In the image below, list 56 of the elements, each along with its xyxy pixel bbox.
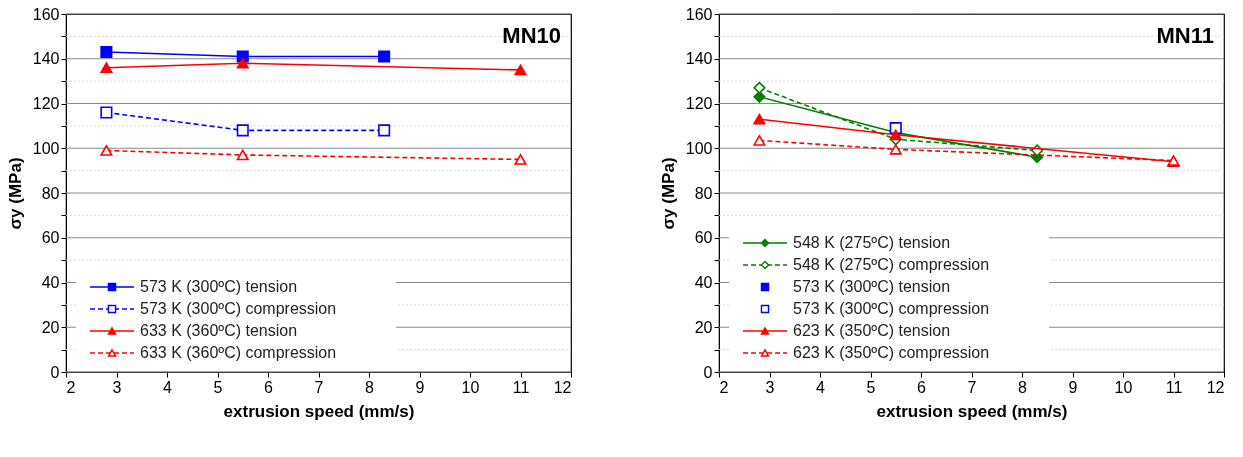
x-tick-label: 8 <box>365 378 375 396</box>
y-tick-label: 120 <box>685 95 713 112</box>
x-tick-label: 6 <box>264 378 274 396</box>
x-tick-label: 11 <box>1165 378 1183 396</box>
x-tick-label: 10 <box>1114 378 1133 396</box>
legend-label: 623 K (350ºC) compression <box>793 344 990 361</box>
y-axis-title: σy (MPa) <box>658 157 678 230</box>
legend-label: 623 K (350ºC) tension <box>793 322 951 339</box>
legend-label: 573 K (300ºC) tension <box>793 278 951 295</box>
y-tick-label: 80 <box>41 184 60 202</box>
x-tick-label: 4 <box>163 378 173 396</box>
legend-label: 573 K (300ºC) compression <box>140 300 337 317</box>
x-tick-label: 7 <box>967 378 977 396</box>
x-tick-label: 7 <box>314 378 324 396</box>
x-tick-label: 4 <box>816 378 826 396</box>
y-tick-label: 0 <box>703 363 713 381</box>
annotation: MN11 <box>1156 23 1214 48</box>
y-tick-label: 60 <box>41 229 60 247</box>
y-tick-label: 40 <box>694 274 713 291</box>
x-tick-label: 2 <box>66 378 76 396</box>
x-tick-label: 5 <box>213 378 223 396</box>
x-tick-label: 6 <box>917 378 927 396</box>
legend-label: 633 K (360ºC) tension <box>140 322 298 339</box>
x-tick-label: 3 <box>765 378 775 396</box>
y-tick-label: 160 <box>685 5 713 23</box>
x-tick-label: 3 <box>112 378 122 396</box>
x-tick-label: 10 <box>461 378 480 396</box>
y-axis-title: σy (MPa) <box>5 157 25 230</box>
x-tick-label: 5 <box>866 378 876 396</box>
y-tick-label: 20 <box>41 318 60 336</box>
x-tick-label: 8 <box>1018 378 1028 396</box>
y-tick-label: 0 <box>50 363 60 381</box>
y-tick-label: 40 <box>41 274 60 291</box>
annotation: MN10 <box>502 23 561 48</box>
x-tick-label: 11 <box>512 378 530 396</box>
y-tick-label: 100 <box>685 139 713 157</box>
y-tick-label: 60 <box>694 229 713 247</box>
y-tick-label: 120 <box>32 95 60 112</box>
y-tick-label: 140 <box>32 50 60 68</box>
legend-label: 573 K (300ºC) compression <box>793 300 990 317</box>
x-tick-label: 9 <box>415 378 425 396</box>
x-axis-title: extrusion speed (mm/s) <box>223 401 415 421</box>
x-axis-title: extrusion speed (mm/s) <box>876 401 1068 421</box>
y-tick-label: 100 <box>32 139 60 157</box>
x-tick-label: 9 <box>1068 378 1078 396</box>
legend-label: 548 K (275ºC) compression <box>793 256 990 273</box>
y-tick-label: 140 <box>685 50 713 68</box>
legend-label: 573 K (300ºC) tension <box>140 278 298 295</box>
y-tick-label: 160 <box>32 5 60 23</box>
legend-label: 633 K (360ºC) compression <box>140 344 337 361</box>
y-tick-label: 20 <box>694 318 713 336</box>
y-tick-label: 80 <box>694 184 713 202</box>
legend-label: 548 K (275ºC) tension <box>793 234 951 251</box>
x-tick-label: 12 <box>1206 378 1225 396</box>
x-tick-label: 12 <box>553 378 572 396</box>
x-tick-label: 2 <box>719 378 729 396</box>
